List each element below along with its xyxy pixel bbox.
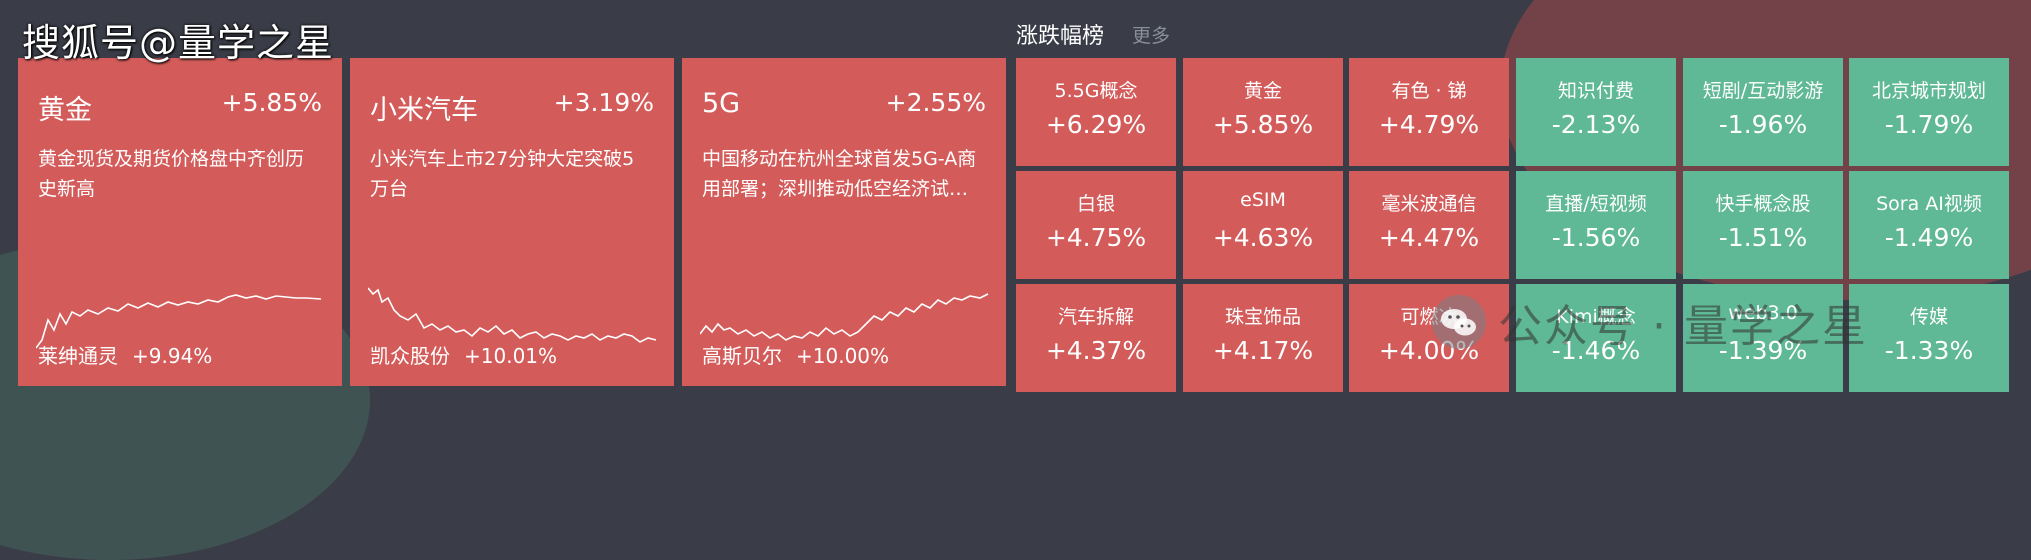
more-link[interactable]: 更多	[1132, 25, 1171, 47]
sector-tile[interactable]: Kimi概念 -1.46%	[1516, 284, 1676, 392]
card-pct: +2.55%	[885, 88, 986, 117]
sector-tile[interactable]: 短剧/互动影游 -1.96%	[1683, 58, 1843, 166]
feature-card-xiaomi-car[interactable]: 小米汽车 +3.19% 小米汽车上市27分钟大定突破5万台 凯众股份 +10.01…	[350, 58, 674, 386]
stock-name: 莱绅通灵	[38, 344, 118, 368]
sector-pct: +6.29%	[1045, 110, 1147, 139]
card-news[interactable]: 黄金现货及期货价格盘中齐创历史新高	[38, 148, 305, 200]
sector-tile[interactable]: 毫米波通信 +4.47%	[1349, 171, 1509, 279]
sector-name: 北京城市规划	[1871, 80, 1986, 102]
sector-pct: -1.56%	[1551, 223, 1641, 252]
sector-tile[interactable]: 5.5G概念 +6.29%	[1016, 58, 1176, 166]
card-name: 5G	[702, 88, 741, 119]
sector-pct: -1.33%	[1884, 336, 1974, 365]
watermark-bottom: 公众号 · 量学之星	[1432, 290, 1868, 354]
card-name: 黄金	[38, 95, 92, 126]
card-top-stock[interactable]: 凯众股份 +10.01%	[370, 340, 571, 369]
stock-pct: +10.01%	[464, 344, 558, 368]
watermark-top: 搜狐号@量学之星	[22, 21, 335, 65]
card-news[interactable]: 小米汽车上市27分钟大定突破5万台	[370, 148, 635, 200]
sector-pct: +4.47%	[1378, 223, 1480, 252]
wechat-icon	[1432, 295, 1486, 349]
sector-tile[interactable]: Sora AI视频 -1.49%	[1849, 171, 2009, 279]
sector-tile[interactable]: 北京城市规划 -1.79%	[1849, 58, 2009, 166]
sector-name: 毫米波通信	[1381, 193, 1477, 215]
sector-tile[interactable]: web3.0 -1.39%	[1683, 284, 1843, 392]
sector-pct: +5.85%	[1212, 110, 1314, 139]
sector-pct: -1.96%	[1718, 110, 1808, 139]
sector-name: 传媒	[1909, 306, 1948, 328]
sector-tile[interactable]: 直播/短视频 -1.56%	[1516, 171, 1676, 279]
sector-tile[interactable]: 快手概念股 -1.51%	[1683, 171, 1843, 279]
sector-pct: -1.46%	[1551, 336, 1641, 365]
sector-pct: +4.79%	[1378, 110, 1480, 139]
sector-pct: -1.51%	[1718, 223, 1808, 252]
sector-name: 知识付费	[1557, 80, 1634, 102]
sector-name: 快手概念股	[1715, 193, 1811, 215]
card-news[interactable]: 中国移动在杭州全球首发5G-A商用部署；深圳推动低空经济试…	[702, 148, 977, 200]
sector-pct: +4.37%	[1045, 336, 1147, 365]
stock-name: 高斯贝尔	[702, 344, 782, 368]
sector-tile[interactable]: eSIM +4.63%	[1183, 171, 1343, 279]
watermark-bottom-text: 公众号 · 量学之星	[1498, 301, 1868, 352]
sector-pct: +4.63%	[1212, 223, 1314, 252]
sector-name: 5.5G概念	[1054, 80, 1138, 102]
stock-name: 凯众股份	[370, 344, 450, 368]
feature-card-5g[interactable]: 5G +2.55% 中国移动在杭州全球首发5G-A商用部署；深圳推动低空经济试……	[682, 58, 1006, 386]
sector-tile[interactable]: 白银 +4.75%	[1016, 171, 1176, 279]
sector-name: eSIM	[1240, 189, 1286, 211]
sector-pct: -1.79%	[1884, 110, 1974, 139]
card-pct: +5.85%	[221, 88, 322, 117]
sector-name: 白银	[1076, 193, 1115, 215]
sector-pct: -1.39%	[1718, 336, 1808, 365]
sector-pct: -1.49%	[1884, 223, 1974, 252]
sector-tile[interactable]: 有色 · 锑 +4.79%	[1349, 58, 1509, 166]
sector-name: 有色 · 锑	[1391, 80, 1467, 102]
sector-name: 黄金	[1243, 80, 1282, 102]
sector-name: web3.0	[1728, 302, 1798, 324]
card-top-stock[interactable]: 高斯贝尔 +10.00%	[702, 340, 903, 369]
section-title: 涨跌幅榜	[1016, 24, 1105, 49]
stock-pct: +10.00%	[796, 344, 890, 368]
sector-name: 短剧/互动影游	[1702, 80, 1824, 102]
sector-name: Sora AI视频	[1876, 193, 1982, 215]
sector-pct: -2.13%	[1551, 110, 1641, 139]
card-pct: +3.19%	[553, 88, 654, 117]
sector-tile[interactable]: 汽车拆解 +4.37%	[1016, 284, 1176, 392]
stock-pct: +9.94%	[132, 344, 213, 368]
sector-tile[interactable]: 传媒 -1.33%	[1849, 284, 2009, 392]
sector-tile[interactable]: 知识付费 -2.13%	[1516, 58, 1676, 166]
sector-name: 汽车拆解	[1057, 306, 1134, 328]
sector-pct: +4.17%	[1212, 336, 1314, 365]
card-name: 小米汽车	[370, 95, 478, 126]
sparkline	[368, 287, 657, 343]
sector-tile[interactable]: 珠宝饰品 +4.17%	[1183, 284, 1343, 392]
card-top-stock[interactable]: 莱绅通灵 +9.94%	[38, 340, 226, 369]
sparkline	[36, 294, 322, 349]
sector-tile[interactable]: 黄金 +5.85%	[1183, 58, 1343, 166]
sector-name: Kimi概念	[1556, 306, 1636, 328]
feature-card-gold[interactable]: 黄金 +5.85% 黄金现货及期货价格盘中齐创历史新高 莱绅通灵 +9.94%	[18, 58, 342, 386]
sector-pct: +4.75%	[1045, 223, 1147, 252]
sparkline	[700, 293, 989, 341]
sector-name: 珠宝饰品	[1224, 306, 1301, 328]
sector-name: 直播/短视频	[1545, 193, 1647, 215]
